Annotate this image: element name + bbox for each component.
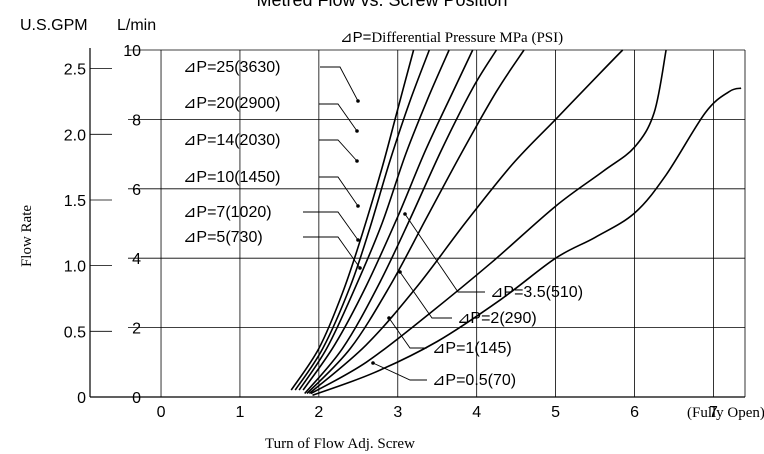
chart-title: Metred Flow vs. Screw Position [256,0,507,10]
callout-arrowhead [356,99,360,103]
y-right-unit: L/min [117,17,156,34]
series-line-6 [308,49,624,395]
callout-arrowhead [358,266,362,270]
y-left-tick-label: 0 [77,390,86,407]
callout-label: ⊿P=3.5(510) [490,284,583,301]
y-left-tick-label: 1.5 [64,193,86,210]
series-line-1 [294,49,431,391]
callout-leader [320,66,359,102]
callout-label: ⊿P=0.5(70) [432,372,516,389]
series-line-3 [302,49,474,391]
callout-arrowhead [355,159,359,163]
callout-leader [303,211,359,241]
callout-leader [319,103,358,132]
callout-leader [303,236,361,269]
y-left-tick-label: 1.0 [64,259,86,276]
callouts-group: ⊿P=25(3630) ⊿P=20(2900) ⊿P=14(2030) ⊿P=10(1… [183,59,583,389]
series-line-0 [290,49,415,391]
y-left-tick-label: 0.5 [64,324,86,341]
y-right-tick-label: 2 [132,321,141,338]
x-tick-label: 2 [314,404,323,421]
y-axis-label: Flow Rate [19,205,35,267]
x-tick-label: 6 [630,404,639,421]
callout-label: ⊿P=25(3630) [183,59,280,76]
callout-leader [388,317,427,349]
callout-arrowhead [356,204,360,208]
x-tick-label: 4 [472,404,481,421]
x-axis-label: Turn of Flow Adj. Screw [265,436,415,452]
y-left-unit: U.S.GPM [20,17,88,34]
y-left-tick-label: 2.5 [64,62,86,79]
x-tick-label: 7 [709,404,718,421]
callout-label: ⊿P=20(2900) [183,95,280,112]
callout-arrowhead [403,212,407,216]
series-line-5 [306,49,525,395]
callout-leader [319,139,358,162]
y-right-tick-label: 6 [132,182,141,199]
grid [128,49,745,397]
callout-arrowhead [355,129,359,133]
callout-label: ⊿P=7(1020) [183,204,272,221]
legend-note: ⊿P=Differential Pressure MPa (PSI) [340,29,563,46]
callout-leader [372,362,427,381]
callout-arrowhead [356,238,360,242]
y-right-tick-label: 0 [132,390,141,407]
callout-leader [399,271,452,319]
callout-label: ⊿P=1(145) [432,340,512,357]
callout-arrowhead [387,316,391,320]
y-right-tick-label: 8 [132,112,141,129]
x-fully-open-note: (Fully Open) [687,405,764,421]
y-left-tick-label: 2.0 [64,127,86,144]
series-line-8 [312,87,742,397]
callout-leader [404,213,485,293]
x-tick-label: 1 [235,404,244,421]
y-right-tick-label: 4 [132,251,141,268]
x-tick-label: 0 [157,404,166,421]
axes: 0 1 2 3 4 5 6 7 0 2 4 6 8 10 0 0.5 1.0 1.5 2.0 2.5 [64,43,746,421]
callout-label: ⊿P=10(1450) [183,169,280,186]
y-right-tick-label: 10 [123,43,141,60]
x-tick-label: 3 [393,404,402,421]
series-line-7 [310,49,667,395]
callout-label: ⊿P=14(2030) [183,132,280,149]
callout-label: ⊿P=2(290) [457,310,537,327]
callout-label: ⊿P=5(730) [183,229,263,246]
callout-arrowhead [398,270,402,274]
x-tick-label: 5 [551,404,560,421]
callout-arrowhead [371,361,375,365]
callout-leader [319,176,359,207]
series-line-2 [298,49,450,391]
